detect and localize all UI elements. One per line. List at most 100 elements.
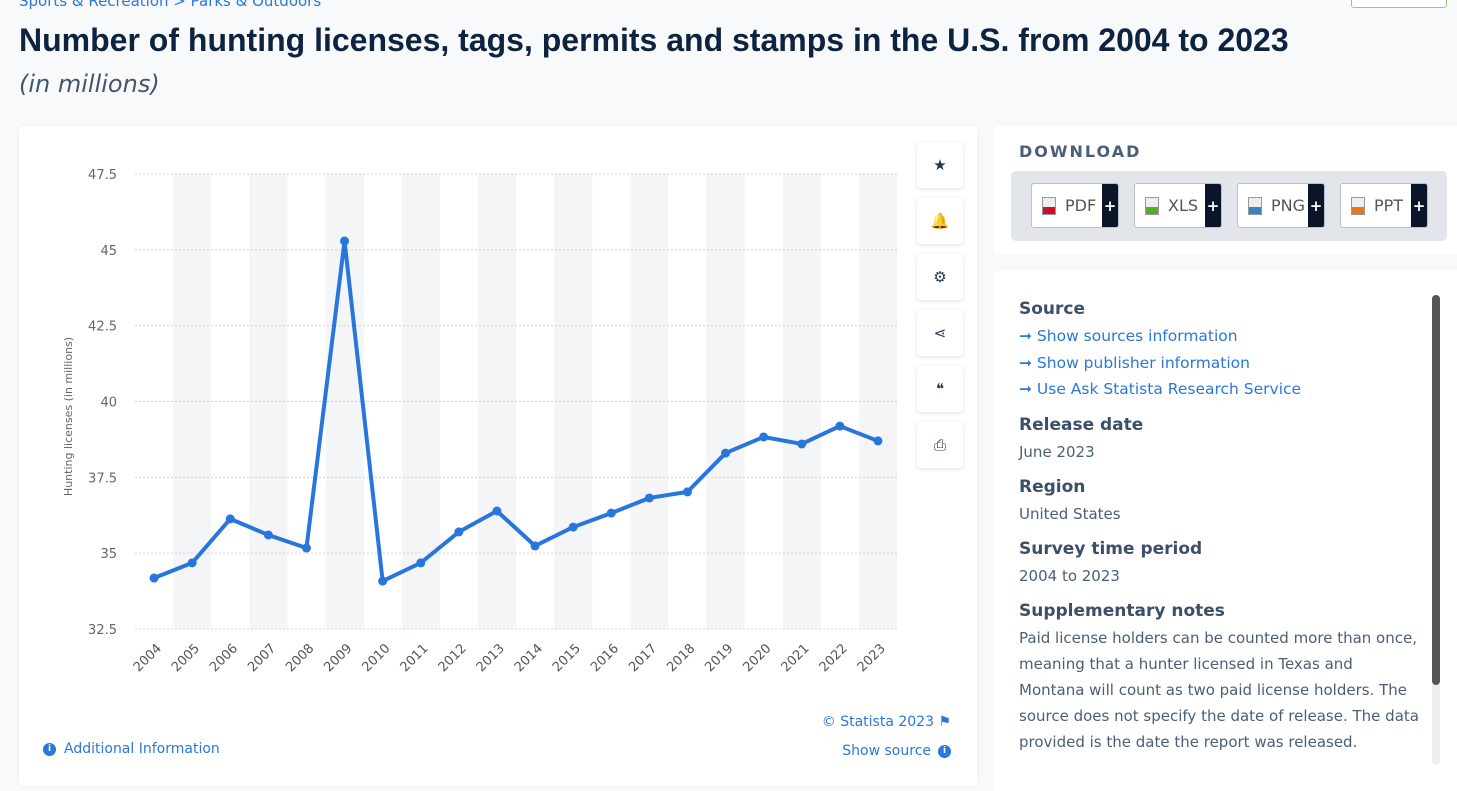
page-title: Number of hunting licenses, tags, permit… bbox=[19, 22, 1289, 58]
x-tick-label: 2011 bbox=[398, 641, 432, 675]
bell-button[interactable]: 🔔 bbox=[917, 198, 963, 244]
plus-icon[interactable]: + bbox=[1308, 184, 1324, 227]
region: United States bbox=[1019, 504, 1121, 523]
y-axis-label: Hunting licenses (in millions) bbox=[62, 337, 75, 496]
plus-icon[interactable]: + bbox=[1411, 184, 1427, 227]
x-tick-label: 2021 bbox=[779, 641, 813, 675]
y-tick-label: 42.5 bbox=[88, 320, 117, 335]
data-point-2023 bbox=[873, 436, 883, 446]
data-point-2022 bbox=[835, 421, 845, 431]
series-line bbox=[153, 239, 879, 584]
statista-credit[interactable]: © Statista 2023 ⚑ bbox=[821, 714, 951, 730]
gear-icon: ⚙ bbox=[933, 268, 947, 286]
download-heading: DOWNLOAD bbox=[1019, 142, 1142, 161]
png-file-icon bbox=[1248, 196, 1262, 215]
data-point-2011 bbox=[416, 558, 426, 568]
x-tick-label: 2023 bbox=[855, 641, 889, 675]
format-label: PNG bbox=[1271, 196, 1306, 215]
print-icon: ⎙ bbox=[933, 436, 946, 454]
download-ppt-button[interactable]: PPT + bbox=[1340, 183, 1428, 228]
plus-icon[interactable]: + bbox=[1102, 184, 1118, 227]
data-point-2013 bbox=[492, 506, 502, 516]
pdf-file-icon bbox=[1042, 196, 1056, 215]
top-button[interactable] bbox=[1351, 0, 1447, 8]
column-band bbox=[858, 174, 897, 629]
column-band bbox=[782, 174, 821, 629]
x-tick-label: 2022 bbox=[817, 641, 851, 675]
chart-toolbar: ★ 🔔 ⚙ ⋖ ❝ ⎙ bbox=[917, 142, 963, 478]
x-tick-label: 2014 bbox=[512, 641, 546, 675]
data-point-2020 bbox=[759, 432, 769, 442]
download-pdf-button[interactable]: PDF + bbox=[1031, 183, 1119, 228]
x-tick-label: 2005 bbox=[169, 641, 203, 675]
scrollbar-thumb[interactable] bbox=[1432, 295, 1440, 685]
source-heading: Source bbox=[1019, 299, 1086, 319]
y-tick-label: 40 bbox=[100, 396, 117, 411]
show-source-link[interactable]: Show source i bbox=[842, 743, 951, 759]
release-heading: Release date bbox=[1019, 414, 1144, 435]
data-point-2017 bbox=[644, 493, 654, 503]
y-tick-label: 47.5 bbox=[88, 168, 117, 183]
survey-period: 2004 to 2023 bbox=[1019, 566, 1120, 585]
data-point-2019 bbox=[721, 448, 731, 458]
format-label: PPT bbox=[1374, 196, 1404, 215]
bell-icon: 🔔 bbox=[930, 212, 950, 230]
x-tick-label: 2006 bbox=[207, 641, 241, 675]
download-xls-button[interactable]: XLS + bbox=[1134, 183, 1222, 228]
x-tick-label: 2016 bbox=[588, 641, 622, 675]
additional-information-link[interactable]: i Additional Information bbox=[43, 741, 220, 757]
x-tick-label: 2007 bbox=[245, 641, 279, 675]
data-point-2018 bbox=[682, 487, 692, 497]
format-label: XLS bbox=[1168, 196, 1199, 215]
chart-card: 32.5 35 37.5 40 42.5 45 47.5 2004 2005 2006 2007 20… bbox=[19, 126, 977, 786]
breadcrumb[interactable]: Sports & Recreation > Parks & Outdoors bbox=[19, 0, 322, 10]
release-date: June 2023 bbox=[1019, 442, 1095, 461]
x-tick-label: 2012 bbox=[436, 641, 470, 675]
x-tick-label: 2017 bbox=[626, 641, 660, 675]
download-buttons: PDF + XLS + PNG + PPT + bbox=[1011, 171, 1447, 241]
data-point-2007 bbox=[263, 530, 273, 540]
x-tick-label: 2009 bbox=[321, 641, 355, 675]
data-point-2016 bbox=[606, 508, 616, 518]
plus-icon[interactable]: + bbox=[1205, 184, 1221, 227]
star-icon: ★ bbox=[933, 156, 947, 174]
scrollbar[interactable] bbox=[1432, 295, 1440, 765]
gear-button[interactable]: ⚙ bbox=[917, 254, 963, 300]
flag-icon: ⚑ bbox=[938, 714, 951, 730]
data-point-2010 bbox=[378, 576, 388, 586]
share-icon: ⋖ bbox=[933, 324, 947, 342]
data-point-2008 bbox=[301, 543, 311, 553]
data-point-2004 bbox=[149, 573, 159, 583]
print-button[interactable]: ⎙ bbox=[917, 422, 963, 468]
star-button[interactable]: ★ bbox=[917, 142, 963, 188]
ask-statista-link[interactable]: ➞ Use Ask Statista Research Service bbox=[1019, 380, 1302, 398]
format-label: PDF bbox=[1065, 196, 1097, 215]
region-heading: Region bbox=[1019, 476, 1086, 497]
y-tick-label: 45 bbox=[100, 244, 117, 259]
x-tick-label: 2010 bbox=[359, 641, 393, 675]
data-point-2021 bbox=[797, 439, 807, 449]
info-icon: i bbox=[938, 744, 951, 758]
download-png-button[interactable]: PNG + bbox=[1237, 183, 1325, 228]
x-tick-label: 2015 bbox=[550, 641, 584, 675]
show-publisher-link[interactable]: ➞ Show publisher information bbox=[1019, 353, 1250, 372]
y-tick-label: 35 bbox=[100, 547, 117, 562]
data-point-2012 bbox=[454, 527, 464, 537]
data-point-2006 bbox=[225, 514, 235, 524]
y-tick-label: 32.5 bbox=[88, 623, 117, 638]
quote-button[interactable]: ❝ bbox=[917, 366, 963, 412]
xls-file-icon bbox=[1145, 196, 1159, 215]
share-button[interactable]: ⋖ bbox=[917, 310, 963, 356]
metadata-panel: Source ➞ Show sources information ➞ Show… bbox=[994, 271, 1457, 791]
quote-icon: ❝ bbox=[935, 380, 945, 398]
data-point-2014 bbox=[530, 541, 540, 551]
period-heading: Survey time period bbox=[1019, 538, 1203, 559]
info-icon: i bbox=[43, 742, 56, 756]
x-tick-label: 2019 bbox=[702, 641, 736, 675]
supplementary-notes: Paid license holders can be counted more… bbox=[1019, 628, 1419, 751]
show-sources-link[interactable]: ➞ Show sources information bbox=[1019, 327, 1238, 345]
notes-heading: Supplementary notes bbox=[1019, 600, 1225, 621]
y-tick-label: 37.5 bbox=[88, 471, 117, 486]
download-panel: DOWNLOAD PDF + XLS + PNG + PPT + bbox=[994, 126, 1457, 254]
